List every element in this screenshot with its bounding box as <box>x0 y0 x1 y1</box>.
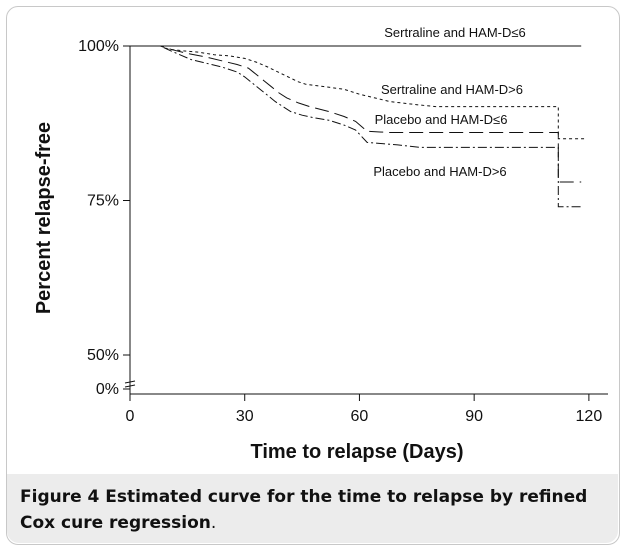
series-line-4 <box>130 45 582 208</box>
series-label-1: Sertraline and HAM-D≤6 <box>384 25 526 40</box>
y-tick-label: 50% <box>87 347 119 364</box>
axis-break-mark <box>124 384 136 388</box>
x-tick-label: 60 <box>351 408 369 425</box>
x-tick-label: 30 <box>236 408 254 425</box>
y-axis-title: Percent relapse-free <box>33 122 55 314</box>
caption-text: Estimated curve for the time to relapse … <box>20 487 588 533</box>
series-label-3: Placebo and HAM-D≤6 <box>375 112 508 127</box>
caption-background <box>7 474 618 543</box>
x-axis-title: Time to relapse (Days) <box>250 441 463 463</box>
caption-period: . <box>210 513 217 533</box>
x-tick-label: 0 <box>126 408 135 425</box>
series-label-4: Placebo and HAM-D>6 <box>373 164 506 179</box>
y-tick-label: 0% <box>96 381 119 398</box>
series-label-2: Sertraline and HAM-D>6 <box>381 82 523 97</box>
series-line-3 <box>130 45 582 183</box>
y-tick-label: 100% <box>78 38 119 55</box>
figure-caption: Figure 4 Estimated curve for the time to… <box>20 484 610 536</box>
series-line-2 <box>130 45 586 140</box>
caption-label: Figure 4 <box>20 487 100 507</box>
y-tick-label: 75% <box>87 193 119 210</box>
x-tick-label: 90 <box>465 408 483 425</box>
axis-break-mark <box>124 380 136 384</box>
x-tick-label: 120 <box>576 408 603 425</box>
figure-panel <box>6 6 620 545</box>
plot-area: 100% 75% 50% 0% 0 30 60 90 120 Sertraline and HAM… <box>78 25 608 425</box>
